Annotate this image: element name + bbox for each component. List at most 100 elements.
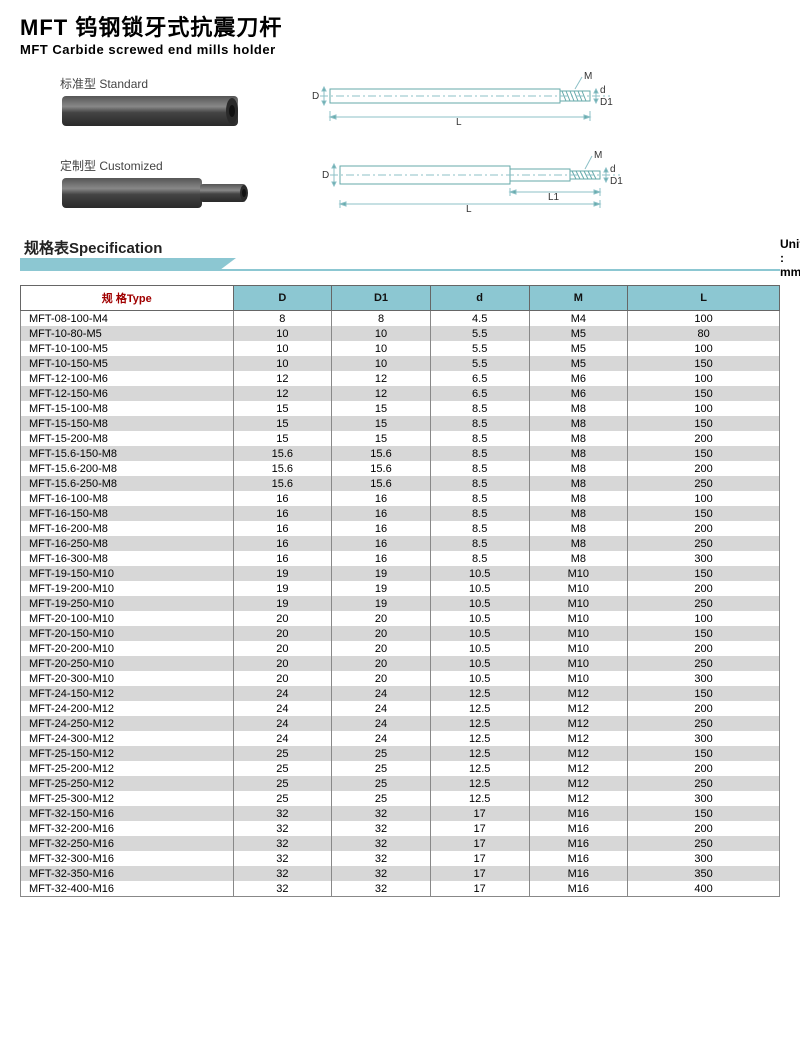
cell-value: 19 bbox=[233, 566, 332, 581]
cell-type: MFT-20-300-M10 bbox=[21, 671, 234, 686]
cell-value: 12 bbox=[332, 371, 431, 386]
cell-value: 250 bbox=[628, 716, 780, 731]
col-L: L bbox=[628, 286, 780, 311]
cell-value: M8 bbox=[529, 401, 628, 416]
cell-value: 25 bbox=[233, 746, 332, 761]
cell-value: 300 bbox=[628, 671, 780, 686]
cell-value: 17 bbox=[430, 806, 529, 821]
cell-value: 200 bbox=[628, 641, 780, 656]
cell-value: M12 bbox=[529, 716, 628, 731]
schematic-customized-icon: D M d D1 L1 L bbox=[320, 150, 630, 212]
cell-value: 12 bbox=[233, 371, 332, 386]
cell-value: M10 bbox=[529, 626, 628, 641]
dim-D: D bbox=[312, 91, 319, 102]
cell-value: M10 bbox=[529, 566, 628, 581]
cell-value: 250 bbox=[628, 536, 780, 551]
diagram-row-customized: 定制型 Customized bbox=[60, 150, 780, 217]
table-row: MFT-16-300-M816168.5M8300 bbox=[21, 551, 780, 566]
table-row: MFT-32-400-M16323217M16400 bbox=[21, 881, 780, 897]
cell-type: MFT-16-100-M8 bbox=[21, 491, 234, 506]
cell-value: 350 bbox=[628, 866, 780, 881]
cell-value: 15 bbox=[233, 431, 332, 446]
diagram-row-standard: 标准型 Standard bbox=[60, 71, 780, 132]
cell-value: M16 bbox=[529, 821, 628, 836]
table-row: MFT-19-200-M10191910.5M10200 bbox=[21, 581, 780, 596]
dim-D1: D1 bbox=[600, 97, 613, 108]
cell-value: 24 bbox=[233, 716, 332, 731]
cell-value: M4 bbox=[529, 311, 628, 327]
title-chinese: MFT 钨钢锁牙式抗震刀杆 bbox=[20, 10, 780, 42]
cell-value: 100 bbox=[628, 311, 780, 327]
cell-type: MFT-19-150-M10 bbox=[21, 566, 234, 581]
cell-value: 16 bbox=[233, 536, 332, 551]
cell-value: 17 bbox=[430, 881, 529, 897]
cell-type: MFT-15-200-M8 bbox=[21, 431, 234, 446]
cell-value: 17 bbox=[430, 821, 529, 836]
diagram-section: 标准型 Standard bbox=[60, 71, 780, 217]
cell-value: M8 bbox=[529, 461, 628, 476]
cell-value: 300 bbox=[628, 851, 780, 866]
cell-value: 8.5 bbox=[430, 461, 529, 476]
cell-value: 25 bbox=[233, 776, 332, 791]
schematic-standard: D M d D1 L bbox=[310, 71, 620, 132]
cell-value: 100 bbox=[628, 401, 780, 416]
cell-value: 150 bbox=[628, 386, 780, 401]
cell-value: M6 bbox=[529, 386, 628, 401]
table-row: MFT-20-300-M10202010.5M10300 bbox=[21, 671, 780, 686]
cell-type: MFT-10-100-M5 bbox=[21, 341, 234, 356]
cell-value: 150 bbox=[628, 746, 780, 761]
table-row: MFT-15.6-250-M815.615.68.5M8250 bbox=[21, 476, 780, 491]
cell-value: 80 bbox=[628, 326, 780, 341]
cell-value: 24 bbox=[332, 686, 431, 701]
cell-value: 8.5 bbox=[430, 476, 529, 491]
cell-value: M12 bbox=[529, 731, 628, 746]
cell-value: 200 bbox=[628, 581, 780, 596]
cell-value: 15 bbox=[332, 416, 431, 431]
cell-value: 10.5 bbox=[430, 671, 529, 686]
table-row: MFT-20-150-M10202010.5M10150 bbox=[21, 626, 780, 641]
cell-type: MFT-16-200-M8 bbox=[21, 521, 234, 536]
table-row: MFT-25-300-M12252512.5M12300 bbox=[21, 791, 780, 806]
cell-value: 15.6 bbox=[332, 476, 431, 491]
cell-value: 32 bbox=[233, 881, 332, 897]
cell-value: 4.5 bbox=[430, 311, 529, 327]
cell-type: MFT-20-100-M10 bbox=[21, 611, 234, 626]
table-row: MFT-20-200-M10202010.5M10200 bbox=[21, 641, 780, 656]
cell-value: 16 bbox=[332, 506, 431, 521]
cell-type: MFT-24-200-M12 bbox=[21, 701, 234, 716]
cell-value: M8 bbox=[529, 551, 628, 566]
col-M: M bbox=[529, 286, 628, 311]
cell-value: 10 bbox=[233, 356, 332, 371]
cell-value: M10 bbox=[529, 671, 628, 686]
dim-D-2: D bbox=[322, 170, 329, 181]
cell-value: 10 bbox=[332, 341, 431, 356]
cell-value: 300 bbox=[628, 791, 780, 806]
cell-value: 25 bbox=[233, 761, 332, 776]
cell-value: 10 bbox=[233, 326, 332, 341]
table-header-row: 规 格TypeDD1dML bbox=[21, 286, 780, 311]
cell-value: 6.5 bbox=[430, 371, 529, 386]
table-row: MFT-32-250-M16323217M16250 bbox=[21, 836, 780, 851]
holder-standard-icon bbox=[60, 94, 240, 128]
cell-type: MFT-08-100-M4 bbox=[21, 311, 234, 327]
cell-value: 20 bbox=[332, 641, 431, 656]
cell-value: M5 bbox=[529, 326, 628, 341]
cell-type: MFT-24-300-M12 bbox=[21, 731, 234, 746]
cell-value: 150 bbox=[628, 416, 780, 431]
cell-value: 15.6 bbox=[233, 446, 332, 461]
cell-type: MFT-16-250-M8 bbox=[21, 536, 234, 551]
schematic-standard-icon: D M d D1 L bbox=[310, 71, 620, 127]
cell-value: 20 bbox=[332, 626, 431, 641]
cell-type: MFT-20-150-M10 bbox=[21, 626, 234, 641]
cell-value: M16 bbox=[529, 836, 628, 851]
holder-standard: 标准型 Standard bbox=[60, 75, 240, 128]
cell-value: 25 bbox=[332, 761, 431, 776]
col-type: 规 格Type bbox=[21, 286, 234, 311]
table-row: MFT-12-100-M612126.5M6100 bbox=[21, 371, 780, 386]
cell-value: 8.5 bbox=[430, 416, 529, 431]
table-row: MFT-20-100-M10202010.5M10100 bbox=[21, 611, 780, 626]
cell-value: 16 bbox=[233, 551, 332, 566]
cell-type: MFT-20-200-M10 bbox=[21, 641, 234, 656]
cell-value: M16 bbox=[529, 806, 628, 821]
cell-value: 32 bbox=[332, 851, 431, 866]
